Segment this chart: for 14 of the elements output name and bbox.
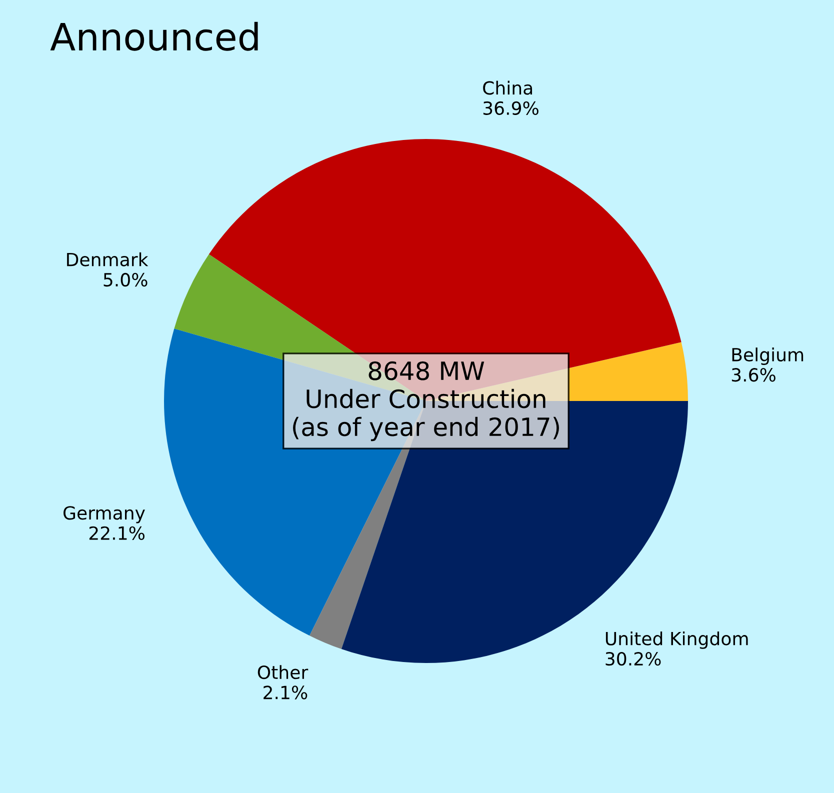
slice-label: Denmark: [67, 252, 148, 266]
text: 8648 MW Under Construction (as of year end 2017): [293, 361, 559, 442]
slice-label: Germany: [64, 506, 145, 524]
slice-label: Belgium: [732, 348, 804, 365]
data-label: 22.1%: [89, 526, 144, 540]
data-label: 36.9%: [483, 101, 538, 115]
data-label: 2.1%: [264, 686, 308, 700]
data-label: 5.0%: [104, 272, 148, 287]
slice-label: China: [483, 80, 532, 95]
data-label: 30.2%: [606, 652, 661, 666]
data-label: 3.6%: [732, 368, 776, 382]
chart-title: Announced: [50, 22, 258, 51]
slice-label: Other: [258, 665, 308, 680]
slice-label: United Kingdom: [606, 631, 748, 649]
